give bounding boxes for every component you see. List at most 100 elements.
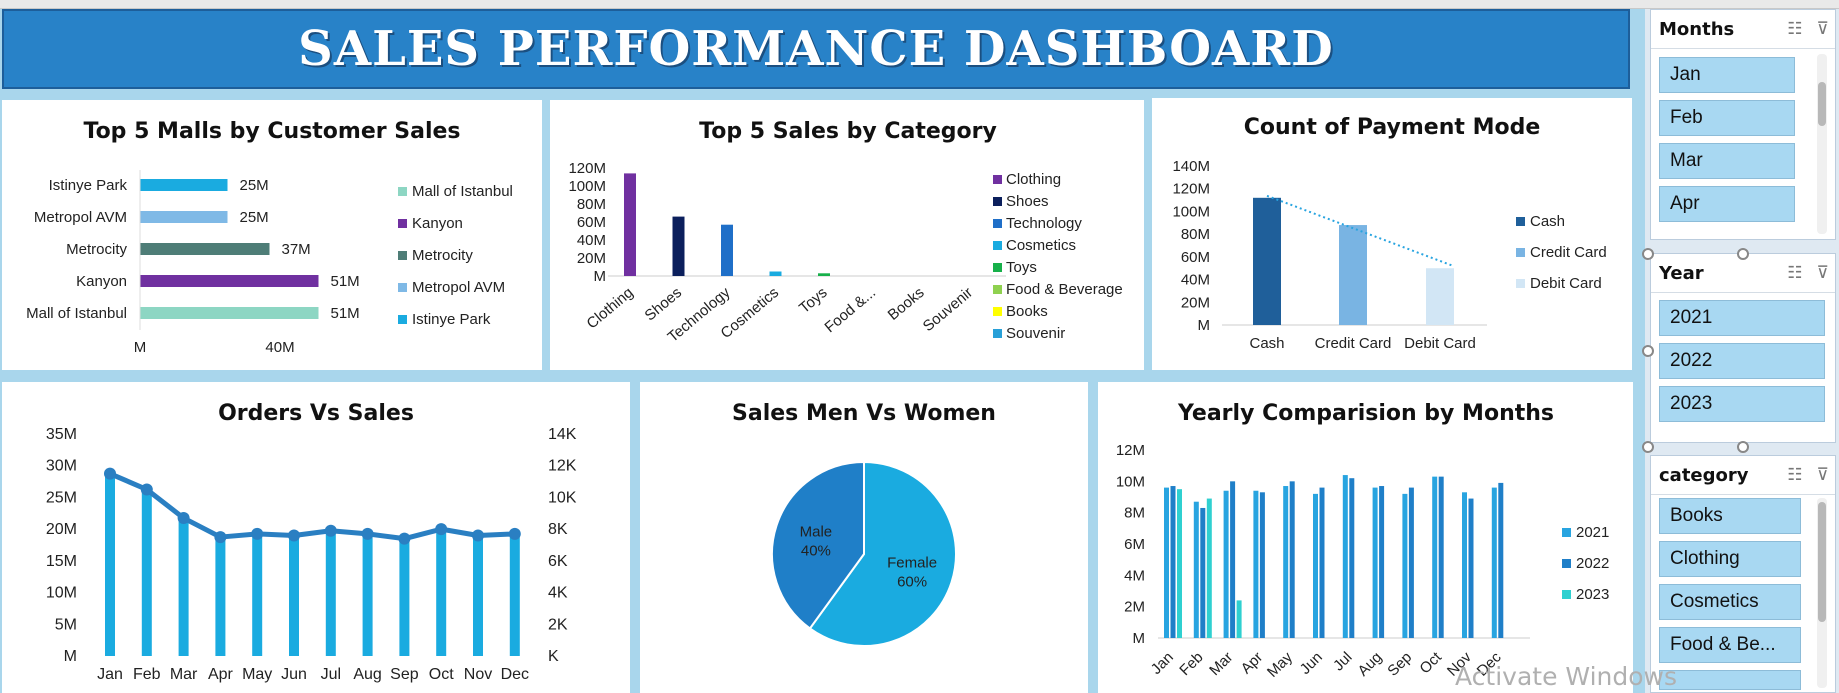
legend-entry: Shoes — [1006, 193, 1049, 210]
scrollbar-thumb[interactable] — [1818, 82, 1826, 126]
year-slicer-header: Year ☷ ⊽ — [1651, 254, 1835, 293]
slicer-item-year[interactable]: 2023 — [1659, 386, 1825, 422]
bar — [1432, 476, 1438, 638]
bar — [215, 538, 226, 656]
bar — [1177, 489, 1182, 638]
bar — [624, 173, 636, 276]
slice-label: Male — [800, 523, 833, 540]
tick-label: 14K — [548, 426, 577, 443]
bar — [141, 491, 152, 656]
category-label: Jun — [1297, 649, 1326, 678]
bar — [1253, 197, 1281, 325]
resize-handle[interactable] — [1737, 248, 1749, 260]
slicer-item-category[interactable]: Clothing — [1659, 541, 1801, 577]
bar — [140, 211, 228, 223]
multi-select-icon[interactable]: ☷ — [1787, 263, 1803, 282]
resize-handle[interactable] — [1642, 248, 1654, 260]
tick-label: 4M — [1124, 567, 1145, 584]
legend-swatch — [398, 283, 407, 292]
slicer-item-category[interactable] — [1659, 670, 1801, 690]
category-scrollbar[interactable] — [1817, 498, 1827, 688]
bar — [1426, 268, 1454, 325]
slicer-item-month[interactable]: Feb — [1659, 100, 1795, 136]
slicer-item-year[interactable]: 2022 — [1659, 343, 1825, 379]
legend-swatch — [398, 187, 407, 196]
category-label: Aug — [1355, 649, 1386, 680]
resize-handle[interactable] — [1642, 345, 1654, 357]
legend-entry: Cosmetics — [1006, 237, 1076, 254]
line-point — [140, 483, 153, 496]
bar — [1253, 490, 1259, 638]
months-slicer-title: Months — [1659, 18, 1735, 40]
legend-entry: Istinye Park — [412, 311, 491, 328]
pie-slice — [771, 460, 865, 630]
bar — [1349, 478, 1355, 638]
category-label: Mar — [1206, 649, 1236, 679]
slicer-item-category[interactable]: Cosmetics — [1659, 584, 1801, 620]
tick-label: 4K — [548, 585, 568, 602]
bar — [289, 536, 299, 656]
clear-filter-icon[interactable]: ⊽ — [1816, 465, 1829, 484]
category-label: Nov — [464, 666, 492, 683]
tick-label: M — [64, 648, 77, 665]
category-label: Mar — [170, 666, 198, 683]
bar — [473, 536, 483, 656]
chart-title: Sales Men Vs Women — [732, 401, 996, 426]
slicer-item-month[interactable]: Mar — [1659, 143, 1795, 179]
chart-title: Count of Payment Mode — [1244, 115, 1541, 140]
slicer-item-year[interactable]: 2021 — [1659, 300, 1825, 336]
bar — [1170, 486, 1176, 638]
bar — [140, 179, 228, 191]
bar — [509, 535, 520, 656]
clear-filter-icon[interactable]: ⊽ — [1816, 19, 1829, 38]
data-label: 25M — [240, 209, 269, 226]
legend-swatch — [1516, 279, 1525, 288]
legend-entry: Cash — [1530, 213, 1565, 230]
category-label: Sep — [390, 666, 419, 683]
dashboard-title-bar: SALES PERFORMANCE DASHBOARD — [2, 9, 1630, 89]
slicer-item-category[interactable]: Food & Be... — [1659, 627, 1801, 663]
slicer-item-month[interactable]: Jan — [1659, 57, 1795, 93]
months-scrollbar[interactable] — [1817, 54, 1827, 234]
bar — [325, 532, 336, 656]
bar — [399, 539, 410, 656]
category-label: Food &... — [822, 284, 880, 336]
legend-swatch — [398, 219, 407, 228]
tick-label: 100M — [568, 178, 606, 195]
multi-select-icon[interactable]: ☷ — [1787, 465, 1803, 484]
bar — [1283, 486, 1289, 638]
bar — [1236, 600, 1242, 638]
multi-select-icon[interactable]: ☷ — [1787, 19, 1803, 38]
slicer-item-month[interactable]: Apr — [1659, 186, 1795, 222]
legend-swatch — [993, 329, 1002, 338]
category-label: Books — [885, 284, 928, 324]
legend-swatch — [993, 175, 1002, 184]
legend-swatch — [993, 241, 1002, 250]
legend-entry: 2021 — [1576, 524, 1609, 541]
tick-label: 6M — [1124, 536, 1145, 553]
bar — [362, 535, 373, 656]
scrollbar-thumb[interactable] — [1818, 502, 1826, 622]
legend-swatch — [993, 219, 1002, 228]
category-label: Aug — [353, 666, 381, 683]
clear-filter-icon[interactable]: ⊽ — [1816, 263, 1829, 282]
legend-swatch — [1516, 217, 1525, 226]
bar — [1230, 481, 1236, 638]
resize-handle[interactable] — [1642, 441, 1654, 453]
sales-gender-chart: Sales Men Vs Women Female 60% Male 40% — [640, 382, 1088, 693]
bar — [1438, 476, 1444, 638]
tick-label: 20M — [577, 250, 606, 267]
legend-entry: Food & Beverage — [1006, 281, 1123, 298]
slicer-item-category[interactable]: Books — [1659, 498, 1801, 534]
legend-entry: Debit Card — [1530, 275, 1602, 292]
resize-handle[interactable] — [1737, 441, 1749, 453]
pie-slice — [808, 460, 957, 647]
category-label: Mall of Istanbul — [26, 305, 127, 322]
category-label: Jul — [1330, 649, 1356, 675]
bar — [178, 519, 189, 656]
trendline — [1266, 194, 1455, 268]
bar — [1372, 487, 1378, 638]
bar — [1342, 475, 1348, 638]
yearly-comparison-chart: Yearly Comparision by Months M 2M 4M 6M 8M 10M… — [1098, 382, 1633, 693]
category-label: Shoes — [642, 284, 686, 324]
